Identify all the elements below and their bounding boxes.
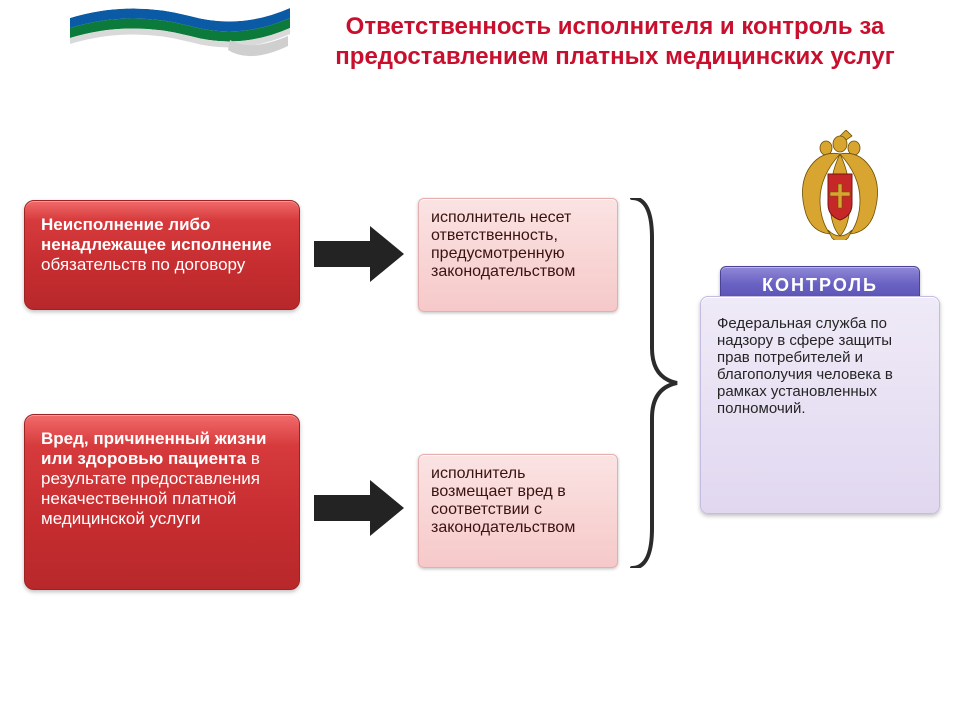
arrow-icon (314, 480, 404, 536)
source-box-2: Вред, причиненный жизни или здоровью пац… (24, 414, 300, 590)
source-box-1-bold: Неисполнение либо ненадлежащее исполнени… (41, 215, 272, 254)
slide: Ответственность исполнителя и контроль з… (0, 0, 960, 720)
source-box-2-bold: Вред, причиненный жизни или здоровью пац… (41, 429, 266, 468)
target-box-2-text: исполнитель возмещает вред в соответстви… (431, 465, 575, 536)
brace-icon (622, 198, 682, 568)
ribbon-icon (70, 0, 290, 60)
target-box-1-text: исполнитель несет ответственность, преду… (431, 209, 575, 280)
target-box-1: исполнитель несет ответственность, преду… (418, 198, 618, 312)
control-body: Федеральная служба по надзору в сфере за… (700, 296, 940, 514)
control-body-text: Федеральная служба по надзору в сфере за… (717, 315, 893, 417)
target-box-2: исполнитель возмещает вред в соответстви… (418, 454, 618, 568)
arrow-icon (314, 226, 404, 282)
source-box-1-rest: обязательств по договору (41, 255, 245, 274)
slide-title: Ответственность исполнителя и контроль з… (300, 12, 930, 72)
source-box-1: Неисполнение либо ненадлежащее исполнени… (24, 200, 300, 310)
state-emblem-icon (790, 130, 890, 240)
